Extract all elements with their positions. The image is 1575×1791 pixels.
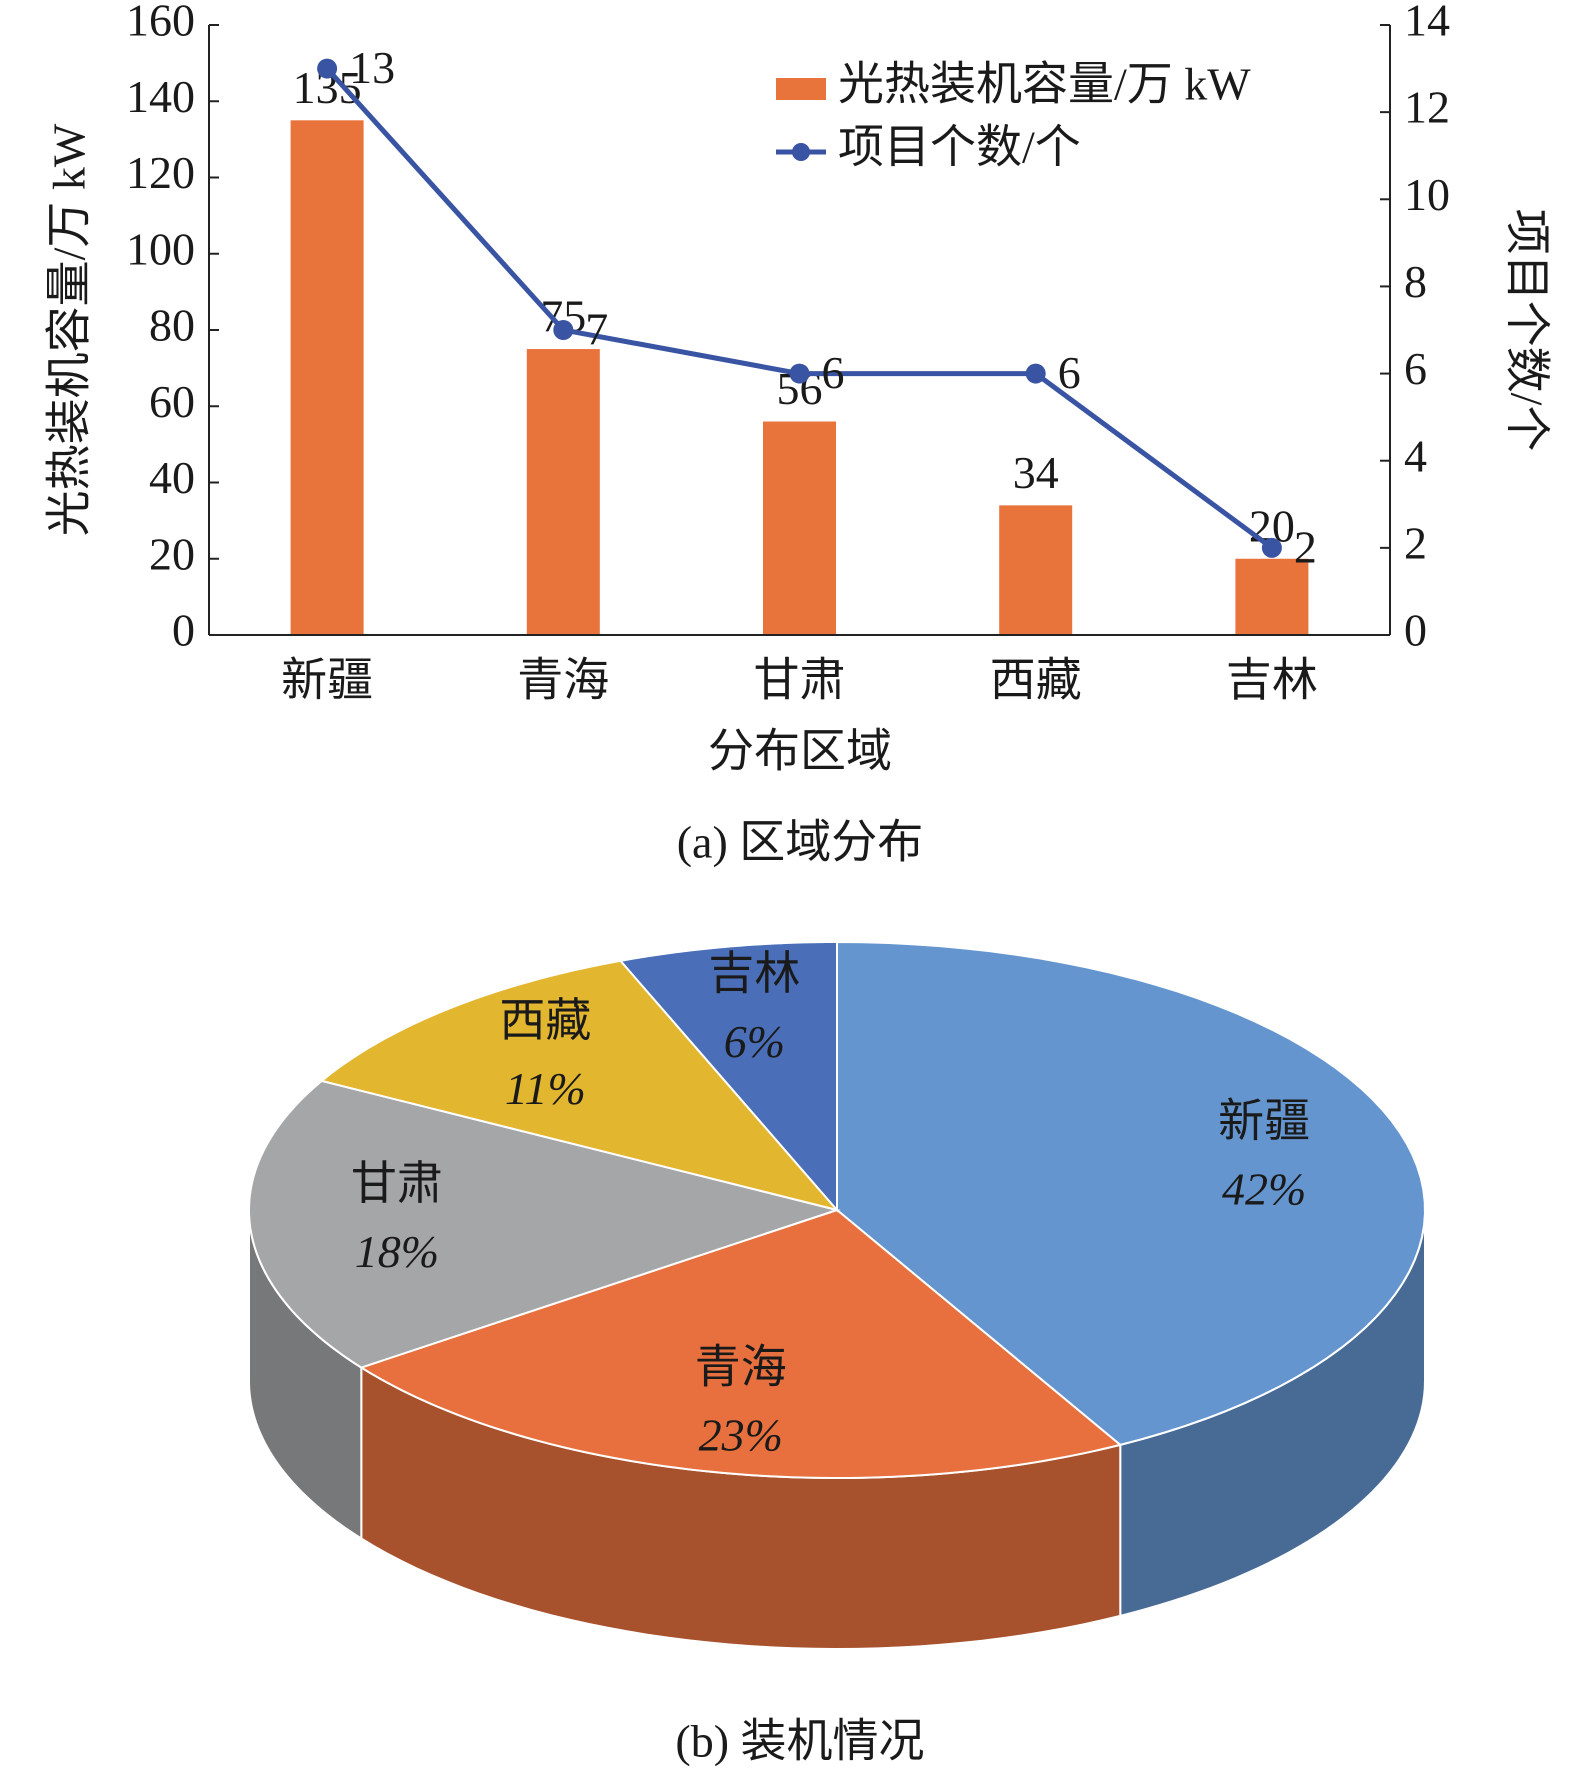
line-point [789, 363, 810, 384]
bar [999, 505, 1073, 635]
pie-value-label: 42% [1222, 1164, 1306, 1215]
pie-category-label: 青海 [695, 1342, 787, 1393]
y-tick-label: 80 [149, 300, 195, 351]
legend-label: 项目个数/个 [838, 122, 1081, 173]
bar [763, 421, 836, 635]
legend-swatch [792, 143, 810, 161]
line-point [317, 58, 338, 79]
x-tick-label: 新疆 [281, 655, 373, 706]
line-value-label: 6 [822, 347, 845, 398]
y2-tick-label: 4 [1404, 430, 1427, 481]
pie-value-label: 11% [505, 1063, 586, 1114]
x-tick-label: 青海 [517, 655, 609, 706]
pie-slice [618, 940, 838, 1213]
bar-value-label: 34 [1013, 447, 1059, 498]
pie-category-label: 新疆 [1218, 1096, 1310, 1147]
line-point [553, 320, 574, 340]
y-tick-label: 40 [149, 452, 195, 503]
pie-value-label: 18% [355, 1226, 439, 1277]
caption: (a) 区域分布 [677, 817, 924, 868]
y2-tick-label: 10 [1404, 169, 1450, 220]
pie-category-label: 西藏 [499, 995, 591, 1046]
x-tick-label: 吉林 [1226, 655, 1318, 706]
bar [526, 349, 600, 635]
line-value-label: 2 [1294, 521, 1317, 572]
y-tick-label: 120 [126, 147, 195, 198]
bar [1235, 558, 1309, 635]
pie-slice [248, 1079, 841, 1369]
y-tick-label: 100 [126, 223, 195, 274]
y2-tick-label: 0 [1404, 605, 1427, 656]
y2-tick-label: 14 [1404, 0, 1450, 46]
y-axis-label: 光热装机容量/万 kW [44, 123, 95, 536]
line-value-label: 6 [1058, 347, 1081, 398]
line-value-label: 13 [349, 42, 395, 93]
y-tick-label: 160 [126, 0, 195, 46]
line-value-label: 7 [585, 304, 608, 355]
pie-value-label: 6% [724, 1016, 785, 1067]
y2-tick-label: 2 [1404, 517, 1427, 568]
pie-slice [358, 1208, 1123, 1479]
pie-category-label: 吉林 [708, 948, 800, 999]
pie-slice [836, 940, 1426, 1446]
y2-tick-label: 12 [1404, 82, 1450, 133]
bar [290, 120, 364, 635]
legend-label: 光热装机容量/万 kW [838, 59, 1251, 110]
y2-axis-label: 项目个数/个 [1501, 209, 1552, 452]
pie-value-label: 23% [699, 1410, 783, 1461]
caption: (b) 装机情况 [675, 1716, 924, 1767]
legend-swatch [776, 78, 826, 100]
x-axis-label: 分布区域 [708, 726, 892, 777]
y-tick-label: 140 [126, 71, 195, 122]
pie-category-label: 甘肃 [351, 1158, 443, 1209]
y-tick-label: 60 [149, 376, 195, 427]
line-point [1261, 537, 1282, 558]
x-tick-label: 西藏 [990, 655, 1082, 706]
x-tick-label: 甘肃 [754, 655, 846, 706]
y2-tick-label: 6 [1404, 343, 1427, 394]
line-point [1025, 363, 1046, 384]
y-tick-label: 0 [172, 605, 195, 656]
y2-tick-label: 8 [1404, 256, 1427, 307]
y-tick-label: 20 [149, 528, 195, 579]
pie-slice [319, 959, 840, 1212]
